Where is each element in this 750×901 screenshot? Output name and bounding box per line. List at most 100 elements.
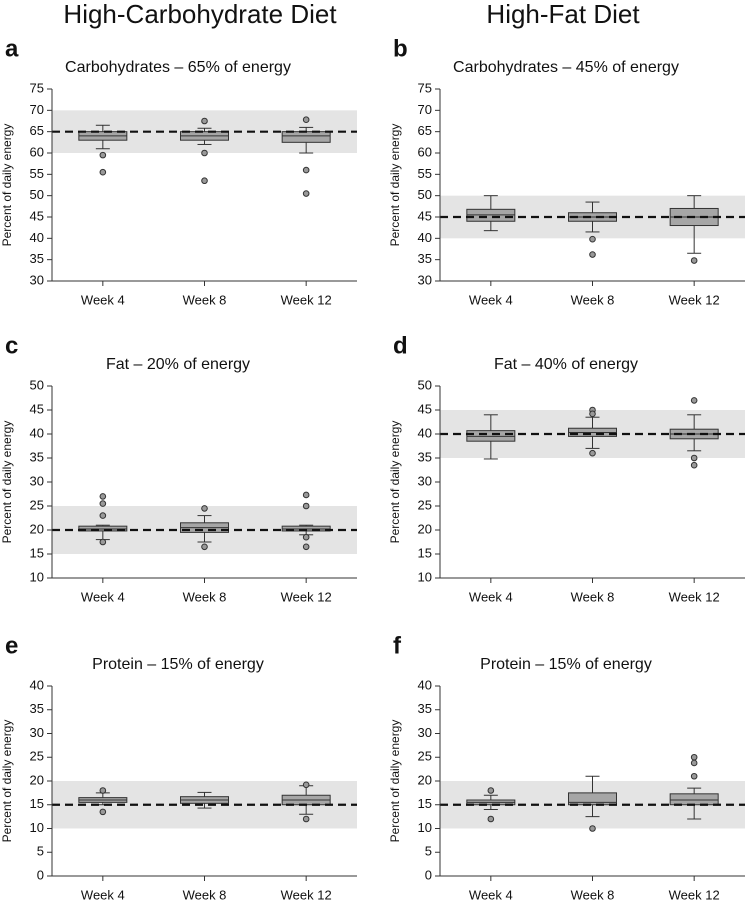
x-tick-label: Week 4 xyxy=(81,589,125,604)
y-tick-label: 45 xyxy=(30,208,44,223)
y-tick-label: 50 xyxy=(30,187,44,202)
outlier xyxy=(99,151,107,159)
y-tick-label: 40 xyxy=(418,230,432,245)
y-tick-label: 0 xyxy=(425,867,432,882)
y-tick-label: 40 xyxy=(30,677,44,692)
y-tick-label: 35 xyxy=(30,251,44,266)
y-tick-label: 15 xyxy=(30,545,44,560)
y-axis-label: Percent of daily energy xyxy=(388,421,402,544)
panel-label: f xyxy=(393,632,402,659)
outlier xyxy=(302,491,310,499)
y-tick-label: 25 xyxy=(418,497,432,512)
box xyxy=(568,792,617,806)
outlier xyxy=(99,538,107,546)
outlier xyxy=(690,397,698,404)
y-tick-label: 35 xyxy=(418,449,432,464)
panel-label: a xyxy=(5,35,19,62)
panel-label: d xyxy=(393,332,408,359)
panel: f Protein – 15% of energy Percent of daily… xyxy=(388,632,745,901)
y-tick-label: 35 xyxy=(30,701,44,716)
outlier xyxy=(690,759,698,767)
y-tick-label: 45 xyxy=(30,401,44,416)
x-tick-label: Week 12 xyxy=(281,887,332,901)
outlier xyxy=(589,410,596,418)
outlier xyxy=(99,787,107,794)
x-tick-label: Week 8 xyxy=(183,589,227,604)
panel: c Fat – 20% of energy Percent of daily ene… xyxy=(0,332,357,604)
outlier xyxy=(302,502,310,510)
y-tick-label: 30 xyxy=(30,725,44,740)
panel-label: b xyxy=(393,35,408,62)
outlier xyxy=(589,235,596,243)
outlier xyxy=(690,753,698,761)
y-tick-label: 40 xyxy=(30,425,44,440)
y-tick-label: 30 xyxy=(30,473,44,488)
outlier xyxy=(201,117,208,125)
y-tick-label: 50 xyxy=(418,187,432,202)
y-tick-label: 60 xyxy=(30,144,44,159)
y-tick-label: 75 xyxy=(418,80,432,95)
outlier xyxy=(201,149,208,157)
y-tick-label: 10 xyxy=(30,569,44,584)
panel-label: c xyxy=(5,332,18,359)
y-tick-label: 35 xyxy=(418,251,432,266)
y-tick-label: 50 xyxy=(418,377,432,392)
outlier xyxy=(589,251,596,258)
y-tick-label: 65 xyxy=(418,123,432,138)
y-tick-label: 30 xyxy=(30,272,44,287)
y-tick-label: 0 xyxy=(37,867,44,882)
x-tick-label: Week 4 xyxy=(469,292,513,307)
y-tick-label: 40 xyxy=(418,425,432,440)
outlier xyxy=(487,787,495,794)
y-tick-label: 20 xyxy=(30,521,44,536)
y-tick-label: 25 xyxy=(30,749,44,764)
y-tick-label: 45 xyxy=(418,208,432,223)
y-tick-label: 70 xyxy=(418,102,432,117)
panel-label: e xyxy=(5,632,18,659)
y-tick-label: 25 xyxy=(30,497,44,512)
outlier xyxy=(302,166,310,174)
outlier xyxy=(201,505,208,512)
y-tick-label: 75 xyxy=(30,80,44,95)
outlier xyxy=(99,493,107,500)
outlier xyxy=(302,190,310,197)
panel-title: Carbohydrates – 65% of energy xyxy=(65,59,291,76)
outlier xyxy=(302,781,310,789)
outlier xyxy=(99,168,107,176)
y-tick-label: 20 xyxy=(418,521,432,536)
y-axis-label: Percent of daily energy xyxy=(0,124,14,247)
outlier xyxy=(99,808,107,816)
outlier xyxy=(589,449,596,457)
panel-title: Protein – 15% of energy xyxy=(480,656,652,673)
panel-title: Fat – 40% of energy xyxy=(494,356,638,373)
y-tick-label: 35 xyxy=(418,701,432,716)
box xyxy=(281,131,331,143)
y-tick-label: 5 xyxy=(37,844,44,859)
y-tick-label: 15 xyxy=(30,796,44,811)
y-axis-label: Percent of daily energy xyxy=(388,720,402,843)
panel-title: Carbohydrates – 45% of energy xyxy=(453,59,679,76)
y-tick-label: 35 xyxy=(30,449,44,464)
x-tick-label: Week 4 xyxy=(81,292,125,307)
y-axis-label: Percent of daily energy xyxy=(0,720,14,843)
outlier xyxy=(589,825,596,832)
y-tick-label: 20 xyxy=(418,772,432,787)
y-tick-label: 15 xyxy=(418,796,432,811)
y-tick-label: 15 xyxy=(418,545,432,560)
x-tick-label: Week 8 xyxy=(571,887,615,901)
y-tick-label: 5 xyxy=(425,844,432,859)
outlier xyxy=(99,500,107,507)
x-tick-label: Week 12 xyxy=(669,292,720,307)
column-header: High-Fat Diet xyxy=(486,0,640,29)
outlier xyxy=(690,454,698,462)
x-tick-label: Week 12 xyxy=(669,589,720,604)
y-tick-label: 20 xyxy=(30,772,44,787)
y-tick-label: 30 xyxy=(418,272,432,287)
outlier xyxy=(99,512,107,519)
y-tick-label: 50 xyxy=(30,377,44,392)
x-tick-label: Week 8 xyxy=(183,887,227,901)
x-tick-label: Week 8 xyxy=(571,589,615,604)
x-tick-label: Week 8 xyxy=(571,292,615,307)
y-tick-label: 40 xyxy=(30,230,44,245)
